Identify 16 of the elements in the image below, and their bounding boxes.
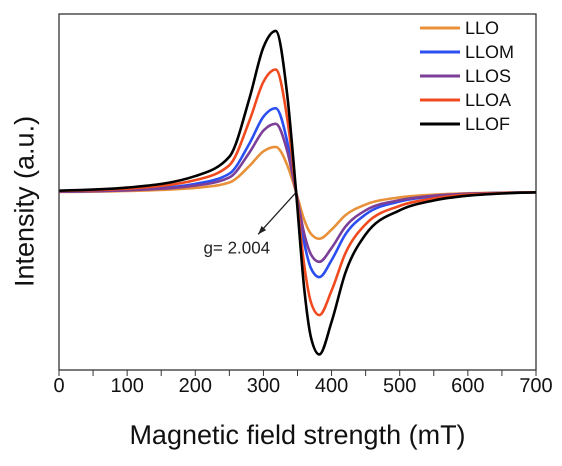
x-tick-label: 700	[519, 375, 553, 398]
legend-label: LLOA	[465, 90, 512, 110]
x-tick-label: 500	[383, 375, 416, 398]
x-tick-label: 200	[178, 375, 212, 398]
annotation: g= 2.004	[203, 238, 270, 258]
legend-label: LLOF	[465, 114, 510, 134]
x-tick-label: 300	[246, 375, 280, 398]
x-tick-label: 400	[314, 375, 348, 398]
y-axis-title: Intensity (a.u.)	[10, 116, 40, 287]
legend-label: LLOM	[465, 42, 514, 62]
x-tick-label: 600	[451, 375, 485, 398]
x-axis-title: Magnetic field strength (mT)	[129, 420, 466, 450]
legend-label: LLO	[465, 18, 500, 38]
x-tick-label: 100	[110, 375, 144, 398]
x-tick-label: 0	[53, 375, 65, 398]
legend-label: LLOS	[465, 66, 512, 86]
